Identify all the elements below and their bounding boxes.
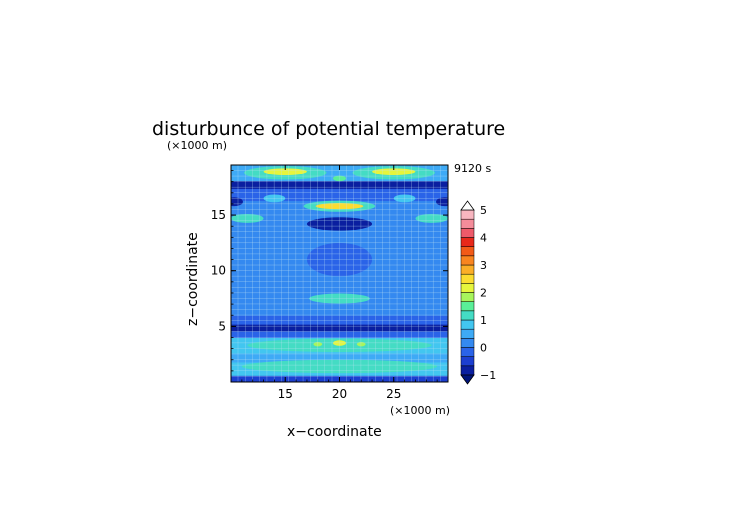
- field-band-2: [231, 353, 448, 363]
- field-contour-13: [436, 197, 448, 207]
- field-contour-3: [313, 341, 323, 347]
- colorbar-under-triangle: [460, 374, 475, 385]
- colorbar-level-17: [460, 209, 475, 220]
- colorbar-level-14: [460, 237, 475, 247]
- x-tick-label: 25: [386, 387, 401, 401]
- colorbar-level-1: [460, 356, 475, 367]
- field-band-5: [231, 324, 448, 332]
- colorbar: −1 0 1 2 3 4 5: [460, 200, 496, 385]
- field-contour-4: [356, 341, 366, 347]
- x-tick-label: 15: [278, 387, 293, 401]
- colorbar-level-16: [460, 218, 475, 229]
- y-tick-label: 10: [211, 264, 226, 278]
- colorbar-tick-label: 1: [480, 314, 487, 327]
- colorbar-level-0: [460, 365, 475, 376]
- colorbar-level-13: [460, 246, 475, 257]
- field-band-6: [231, 315, 448, 325]
- field-contour-0: [241, 359, 438, 374]
- colorbar-tick-label: 5: [480, 204, 487, 217]
- time-label: 9120 s: [454, 162, 491, 175]
- colorbar-level-8: [460, 292, 475, 302]
- colorbar-level-3: [460, 338, 475, 348]
- colorbar-level-6: [460, 310, 475, 321]
- colorbar-level-11: [460, 264, 475, 275]
- colorbar-over-triangle: [460, 200, 475, 211]
- grid-lines: [231, 165, 448, 382]
- colorbar-level-2: [460, 347, 475, 357]
- field-band-4: [231, 330, 448, 338]
- colorbar-tick-label: 3: [480, 259, 487, 272]
- x-tick-label: 20: [332, 387, 347, 401]
- colorbar-tick-label: −1: [480, 369, 496, 382]
- y-tick-label: 15: [211, 208, 226, 222]
- field-band-7: [231, 292, 448, 316]
- colorbar-level-5: [460, 319, 475, 330]
- x-axis-ticks: 15 20 25: [241, 165, 438, 401]
- field-contour-7: [306, 217, 373, 231]
- field-contour-11: [315, 203, 364, 210]
- field-contour-19: [372, 168, 416, 176]
- colorbar-level-10: [460, 273, 475, 284]
- y-tick-label: 5: [218, 319, 226, 333]
- field-contour-20: [332, 175, 347, 182]
- y-axis-ticks: 5 10 15: [211, 170, 448, 372]
- colorbar-tick-label: 0: [480, 342, 487, 355]
- field-band-12: [231, 188, 448, 202]
- y-unit-label: (×1000 m): [167, 139, 227, 152]
- x-axis-title: x−coordinate: [287, 424, 382, 440]
- colorbar-tick-label: 4: [480, 232, 487, 245]
- chart-title: disturbunce of potential temperature: [152, 118, 505, 140]
- y-axis-title: z−coordinate: [185, 232, 201, 326]
- colorbar-level-4: [460, 328, 475, 339]
- x-unit-label: (×1000 m): [390, 404, 450, 417]
- field-contour-12: [231, 197, 243, 207]
- colorbar-level-7: [460, 301, 475, 312]
- colorbar-level-15: [460, 228, 475, 238]
- colorbar-tick-label: 2: [480, 287, 487, 300]
- field-band-13: [231, 180, 448, 189]
- colorbar-level-9: [460, 283, 475, 293]
- colorbar-level-12: [460, 255, 475, 266]
